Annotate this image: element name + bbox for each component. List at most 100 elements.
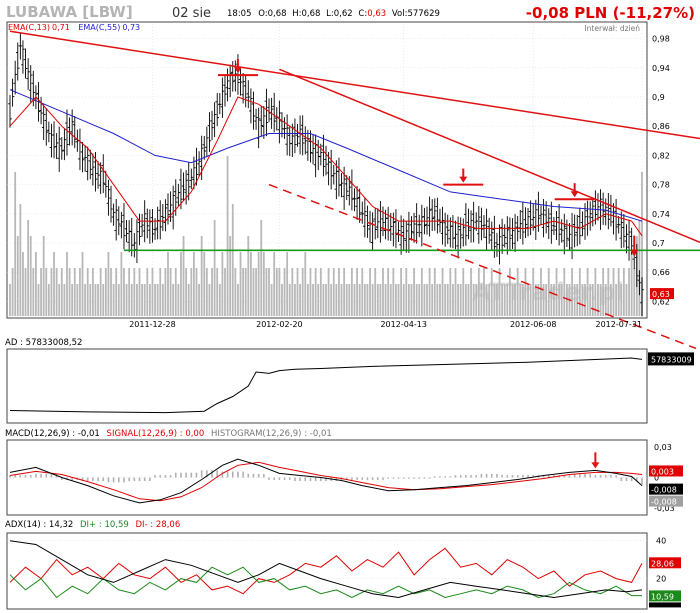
volume-bar xyxy=(485,284,488,316)
volume-bar xyxy=(218,284,221,316)
macd-hist-bar xyxy=(345,477,348,480)
macd-hist-bar xyxy=(382,477,384,480)
macd-hist-bar xyxy=(568,475,571,478)
macd-hist-bar xyxy=(501,475,503,478)
di-minus-label: DI- xyxy=(135,520,147,530)
vol-label: Vol: xyxy=(392,9,408,19)
volume-bar xyxy=(472,284,475,316)
volume-bar xyxy=(29,236,32,316)
volume-bar xyxy=(115,268,118,316)
volume-bar xyxy=(193,252,195,316)
volume-bar xyxy=(24,268,27,316)
volume-bar xyxy=(314,268,317,316)
macd-hist-bar xyxy=(475,475,478,478)
macd-hist-bar xyxy=(579,473,581,478)
macd-value-box xyxy=(649,483,683,495)
volume-bar xyxy=(446,284,449,316)
macd-hist-bar xyxy=(589,473,591,478)
volume-bar xyxy=(464,284,467,316)
low-value: 0,62 xyxy=(334,9,353,19)
volume-bar xyxy=(599,284,602,316)
macd-hist-bar xyxy=(226,471,229,478)
macd-value-box-label: -0,008 xyxy=(651,486,677,495)
ema-legend: EMA(C,13) 0,71 EMA(C,55) 0,73 xyxy=(8,23,140,32)
macd-hist-bar xyxy=(86,477,89,482)
volume-bar xyxy=(288,284,291,316)
volume-bar xyxy=(35,252,37,316)
volume-bar xyxy=(490,268,493,316)
volume-bar xyxy=(309,268,312,316)
volume-bar xyxy=(213,220,216,316)
di-minus-line xyxy=(9,547,643,595)
adx-value: 14,32 xyxy=(49,520,73,530)
volume-bar xyxy=(415,284,418,316)
volume-bar xyxy=(138,268,141,316)
volume-bar xyxy=(457,284,459,316)
macd-hist-bar xyxy=(397,477,400,479)
macd-hist-bar xyxy=(268,477,270,480)
volume-bar xyxy=(60,268,63,316)
di-minus-box xyxy=(649,557,681,569)
volume-bar xyxy=(319,268,322,316)
volume-bar xyxy=(516,268,519,316)
volume-bar xyxy=(514,284,516,316)
volume-bar xyxy=(343,268,346,316)
macd-arrow-head xyxy=(591,462,600,469)
macd-hist-bar xyxy=(19,475,22,478)
volume-bar xyxy=(58,284,61,316)
volume-bar xyxy=(99,268,102,316)
volume-bar xyxy=(462,268,465,316)
histogram-label: HISTOGRAM(12,26,9) xyxy=(211,429,302,439)
header-date: 02 sie xyxy=(172,6,211,21)
volume-bar xyxy=(363,284,366,316)
macd-hist-bar xyxy=(320,477,322,482)
volume-bar xyxy=(534,284,537,316)
volume-bar xyxy=(123,268,125,316)
header-time: 18:05 xyxy=(227,9,252,19)
volume-bar xyxy=(97,284,99,316)
price-y-tick: 0,66 xyxy=(652,268,670,277)
volume-bar xyxy=(195,268,198,316)
volume-bar xyxy=(301,268,304,316)
macd-hist-bar xyxy=(14,475,16,478)
volume-bar xyxy=(594,268,597,316)
change-text: -0,08 PLN (-11,27%) xyxy=(526,4,695,22)
adx-panel-frame xyxy=(6,532,648,610)
volume-bar xyxy=(376,284,379,316)
volume-bar xyxy=(617,268,620,316)
price-y-tick: 0,82 xyxy=(652,151,670,160)
macd-hist-bar xyxy=(211,470,213,478)
macd-hist-bar xyxy=(371,477,374,480)
macd-hist-bar xyxy=(159,475,162,478)
volume-bar xyxy=(63,284,66,316)
volume-bar xyxy=(86,268,89,316)
volume-bar xyxy=(496,284,498,316)
macd-hist-bar xyxy=(636,477,638,482)
ema55-value: 0,73 xyxy=(122,23,140,32)
volume-bar xyxy=(211,268,213,316)
macd-hist-bar xyxy=(454,475,457,478)
volume-bar xyxy=(169,268,172,316)
volume-bar xyxy=(612,268,615,316)
volume-bar xyxy=(527,284,529,316)
macd-hist-bar xyxy=(154,475,156,478)
volume-bar xyxy=(397,284,400,316)
volume-bar xyxy=(226,156,229,316)
volume-bar xyxy=(66,252,68,316)
price-x-tick: 2012-04-13 xyxy=(380,320,427,329)
di-minus-box-label: 28,06 xyxy=(651,559,674,568)
signal-label: SIGNAL(12,26,9) xyxy=(107,429,177,439)
macd-hist-bar xyxy=(195,472,198,478)
volume-bar xyxy=(180,252,182,316)
volume-bar xyxy=(42,236,45,316)
macd-hist-bar xyxy=(630,477,633,482)
volume-bar xyxy=(167,252,169,316)
ad-value: 57833008,52 xyxy=(26,338,83,348)
volume-bar xyxy=(68,268,71,316)
adx-box xyxy=(649,602,681,608)
volume-bar xyxy=(265,268,268,316)
macd-hist-bar xyxy=(304,477,307,482)
macd-signal-line xyxy=(9,461,643,502)
volume-bar xyxy=(348,284,351,316)
volume-bar xyxy=(327,268,330,316)
